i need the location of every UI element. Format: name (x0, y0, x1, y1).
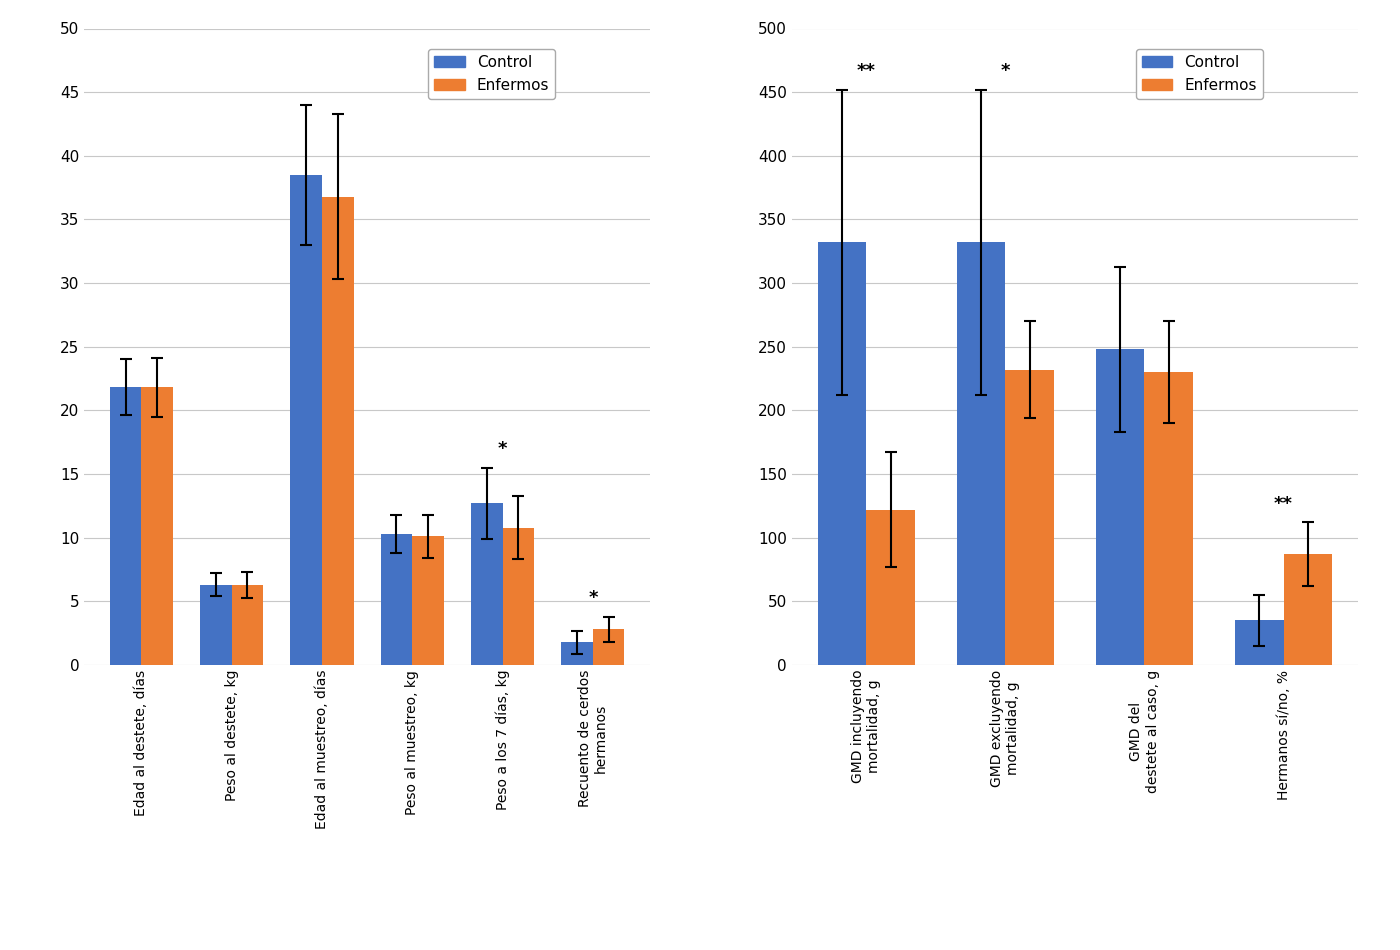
Bar (231, 585, 263, 665)
Bar (412, 537, 444, 665)
Bar (290, 175, 322, 665)
Text: *: * (498, 440, 507, 458)
Bar (561, 642, 592, 665)
Bar (867, 510, 914, 665)
Bar (109, 388, 141, 665)
Bar (592, 629, 624, 665)
Bar (322, 197, 354, 665)
Text: **: ** (857, 62, 876, 80)
Bar (1235, 620, 1284, 665)
Bar (956, 242, 1005, 665)
Bar (1096, 350, 1144, 665)
Bar (470, 504, 503, 665)
Bar (1005, 370, 1054, 665)
Bar (818, 242, 867, 665)
Bar (1284, 554, 1333, 665)
Bar (141, 388, 174, 665)
Bar (503, 527, 535, 665)
Text: *: * (588, 589, 598, 607)
Bar (200, 585, 231, 665)
Text: *: * (1001, 62, 1009, 80)
Legend: Control, Enfermos: Control, Enfermos (428, 48, 556, 99)
Bar (381, 534, 412, 665)
Text: **: ** (1274, 495, 1294, 513)
Legend: Control, Enfermos: Control, Enfermos (1135, 48, 1263, 99)
Bar (1144, 372, 1193, 665)
